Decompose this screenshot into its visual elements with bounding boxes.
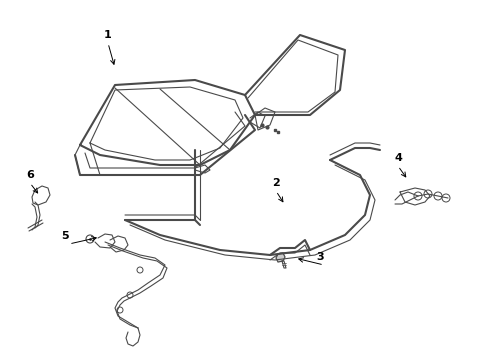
Polygon shape [276,253,285,262]
Text: 2: 2 [272,178,280,188]
Text: 3: 3 [316,252,324,262]
Text: 5: 5 [61,231,69,241]
Text: 4: 4 [394,153,402,163]
Text: 1: 1 [104,30,112,40]
Text: 6: 6 [26,170,34,180]
